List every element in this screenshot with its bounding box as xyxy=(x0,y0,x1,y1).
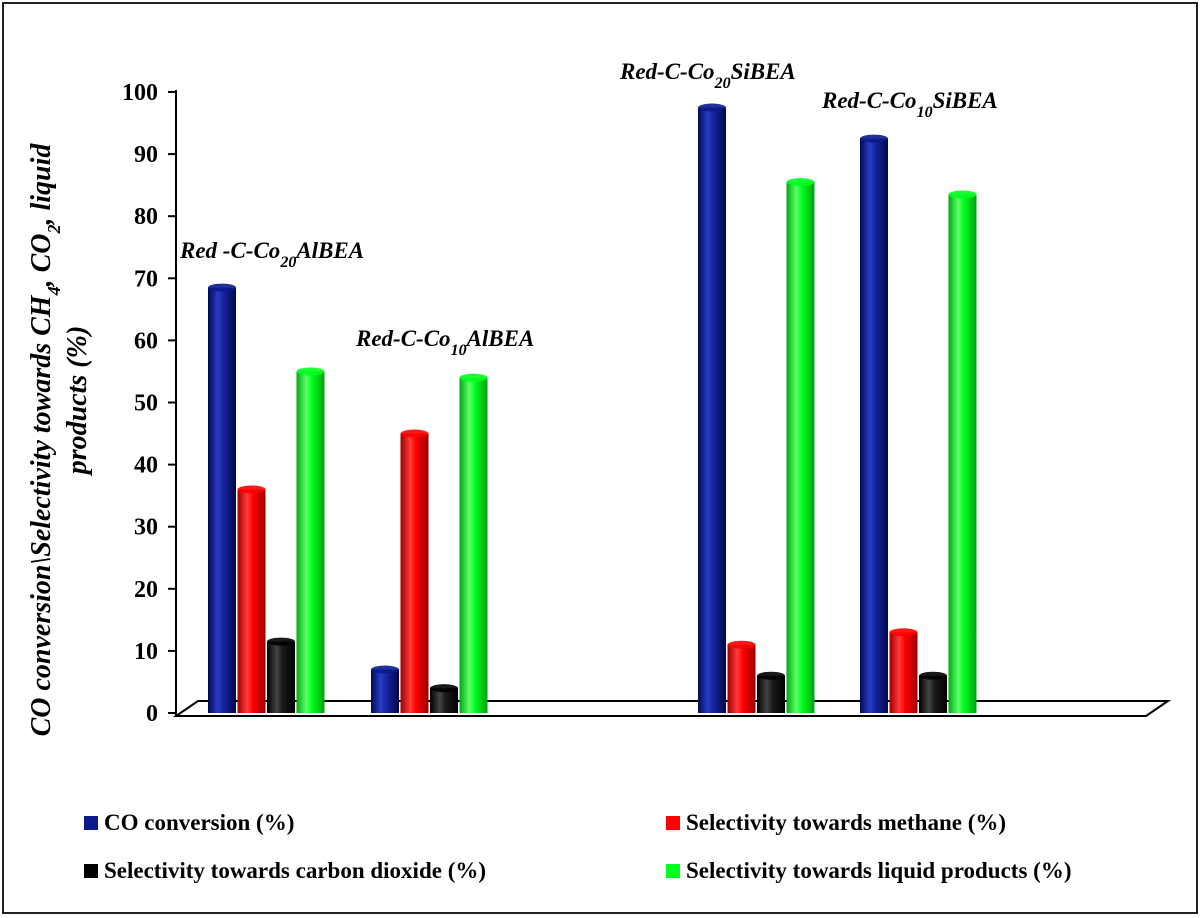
bar xyxy=(786,178,815,714)
bar-body xyxy=(237,489,266,713)
group-label: Red-C-Co10SiBEA xyxy=(821,88,998,121)
group-labels: Red -C-Co20AlBEA Red-C-Co10AlBEA Red-C-Co2… xyxy=(179,59,998,359)
bar-body xyxy=(400,433,429,713)
group-label: Red -C-Co20AlBEA xyxy=(179,238,364,271)
y-tick-label: 10 xyxy=(134,639,158,665)
bar-top xyxy=(267,637,295,646)
bar-top xyxy=(400,429,429,438)
bar xyxy=(208,283,236,713)
bar-top xyxy=(698,103,726,112)
y-tick-label: 80 xyxy=(134,204,158,230)
bar xyxy=(296,367,325,713)
legend-item: Selectivity towards liquid products (%) xyxy=(666,858,1071,884)
legend-label: Selectivity towards carbon dioxide (%) xyxy=(104,858,487,883)
bar-top xyxy=(430,684,458,693)
bar-body xyxy=(371,669,399,713)
legend-swatch xyxy=(666,816,680,830)
bar-top xyxy=(208,283,236,292)
bar-body xyxy=(860,138,888,713)
bar-top xyxy=(296,367,325,376)
bar-top xyxy=(727,640,756,649)
y-tick-label: 50 xyxy=(134,391,158,417)
bar-body xyxy=(698,107,726,713)
bar xyxy=(267,637,295,713)
y-tick-label: 0 xyxy=(146,701,158,727)
y-tick-label: 60 xyxy=(134,328,158,354)
legend-label: Selectivity towards liquid products (%) xyxy=(686,858,1072,883)
bar-top xyxy=(889,628,918,637)
bar xyxy=(860,134,888,713)
bars xyxy=(208,103,977,714)
legend-item: CO conversion (%) xyxy=(84,810,294,836)
bar-body xyxy=(948,194,977,714)
y-axis-title: CO conversion\Selectivity towards CH4, C… xyxy=(26,143,64,737)
bar xyxy=(698,103,726,713)
bar-body xyxy=(208,287,236,713)
legend: CO conversion (%) Selectivity towards met… xyxy=(84,810,1184,900)
y-axis-title-line2: products (%) xyxy=(62,326,93,477)
y-tick-label: 70 xyxy=(134,266,158,292)
bar-top xyxy=(757,671,785,680)
bar xyxy=(727,640,756,713)
legend-label: CO conversion (%) xyxy=(104,810,295,835)
legend-item: Selectivity towards methane (%) xyxy=(666,810,1006,836)
bar-top xyxy=(371,665,399,674)
bar-top xyxy=(919,671,947,680)
y-tick-label: 30 xyxy=(134,515,158,541)
legend-swatch xyxy=(84,864,98,878)
y-tick-label: 20 xyxy=(134,577,158,603)
legend-item: Selectivity towards carbon dioxide (%) xyxy=(84,858,486,884)
bar-body xyxy=(889,632,918,713)
chart-floor xyxy=(172,700,1172,717)
group-label: Red-C-Co10AlBEA xyxy=(355,326,534,359)
bar xyxy=(430,684,458,713)
bar-body xyxy=(267,641,295,713)
y-tick-label: 100 xyxy=(122,80,158,106)
bar-body xyxy=(786,182,815,714)
bar xyxy=(948,190,977,714)
y-tick-label: 40 xyxy=(134,453,158,479)
legend-label: Selectivity towards methane (%) xyxy=(686,810,1007,835)
bar xyxy=(919,671,947,713)
bar-top xyxy=(459,373,488,382)
legend-swatch xyxy=(84,816,98,830)
bar xyxy=(237,485,266,713)
bar-top xyxy=(948,190,977,199)
bar-body xyxy=(430,688,458,713)
bar xyxy=(757,671,785,713)
bar-body xyxy=(296,371,325,713)
bar-body xyxy=(919,675,947,713)
bar xyxy=(400,429,429,713)
bar-top xyxy=(237,485,266,494)
bar-body xyxy=(757,675,785,713)
group-label: Red-C-Co20SiBEA xyxy=(619,59,796,92)
bar xyxy=(371,665,399,713)
bar xyxy=(459,373,488,713)
bar xyxy=(889,628,918,713)
bar-body xyxy=(459,377,488,713)
bar-body xyxy=(727,644,756,713)
y-ticks: 0 10 20 30 40 50 60 70 80 90 100 xyxy=(122,80,176,727)
y-tick-label: 90 xyxy=(134,142,158,168)
bar-top xyxy=(786,178,815,187)
bar-top xyxy=(860,134,888,143)
legend-swatch xyxy=(666,864,680,878)
